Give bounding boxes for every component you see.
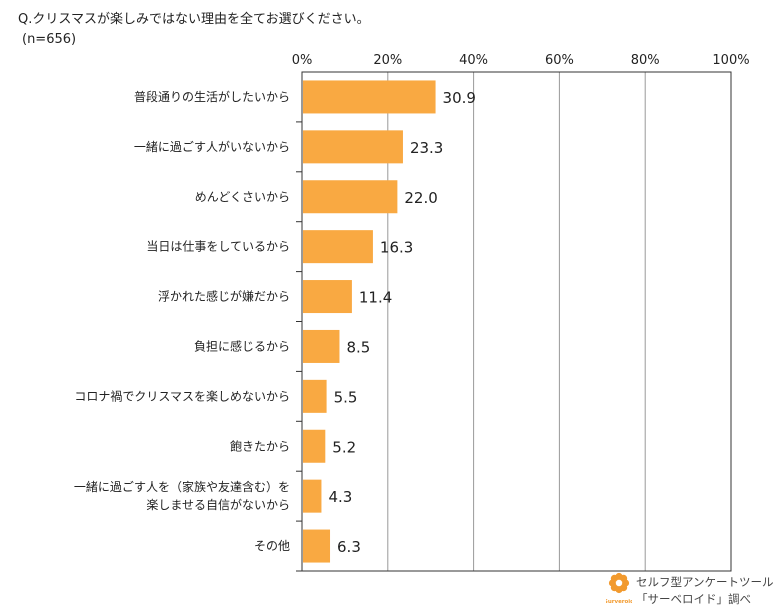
category-label: めんどくさいから xyxy=(195,190,290,204)
surveroid-logo-icon: Surveroid xyxy=(606,572,632,605)
bar xyxy=(303,280,352,314)
category-label: 負担に感じるから xyxy=(194,338,290,353)
data-label: 16.3 xyxy=(380,239,413,257)
data-label: 8.5 xyxy=(346,338,370,356)
logo-petal xyxy=(619,574,628,583)
category-label: 当日は仕事をしているから xyxy=(146,240,290,254)
bar xyxy=(303,130,403,164)
x-tick-label: 40% xyxy=(459,53,488,68)
x-tick-label: 20% xyxy=(373,53,402,68)
question-title: Q.クリスマスが楽しみではない理由を全てお選びください。 xyxy=(18,12,370,27)
bar xyxy=(303,529,331,563)
data-label: 5.5 xyxy=(334,388,358,406)
bar xyxy=(303,429,326,463)
branding-line-2: 「サーベロイド」調べ xyxy=(636,592,751,606)
x-tick-label: 60% xyxy=(545,53,574,68)
category-label: 浮かれた感じが嫌だから xyxy=(158,289,290,304)
category-label: 一緒に過ごす人がいないから xyxy=(134,139,290,154)
category-label: コロナ禍でクリスマスを楽しめないから xyxy=(74,388,290,403)
category-label: 普段通りの生活がしたいから xyxy=(134,89,290,104)
category-label: 楽しませる自信がないから xyxy=(146,497,290,512)
bar xyxy=(303,230,373,264)
category-label: 飽きたから xyxy=(230,438,290,453)
bar xyxy=(303,379,327,413)
data-label: 4.3 xyxy=(328,488,352,506)
x-tick-label: 0% xyxy=(292,53,313,68)
bar xyxy=(303,180,398,214)
category-label: 一緒に過ごす人を（家族や友達含む）を xyxy=(74,479,290,494)
surveroid-branding: Surveroid セルフ型アンケートツール 「サーベロイド」調べ xyxy=(606,572,774,608)
data-label: 5.2 xyxy=(332,438,356,456)
bar xyxy=(303,80,436,114)
branding-line-1: セルフ型アンケートツール xyxy=(636,575,774,589)
data-label: 23.3 xyxy=(410,139,443,157)
category-label: その他 xyxy=(254,539,290,553)
data-label: 22.0 xyxy=(404,189,437,207)
x-tick-label: 80% xyxy=(631,53,660,68)
data-label: 30.9 xyxy=(443,89,476,107)
data-label: 6.3 xyxy=(337,538,361,556)
data-label: 11.4 xyxy=(359,289,392,307)
bar xyxy=(303,479,322,513)
bar xyxy=(303,329,340,363)
logo-wordmark: Surveroid xyxy=(606,599,632,605)
sample-size: (n=656) xyxy=(22,32,77,47)
x-tick-label: 100% xyxy=(712,53,749,68)
